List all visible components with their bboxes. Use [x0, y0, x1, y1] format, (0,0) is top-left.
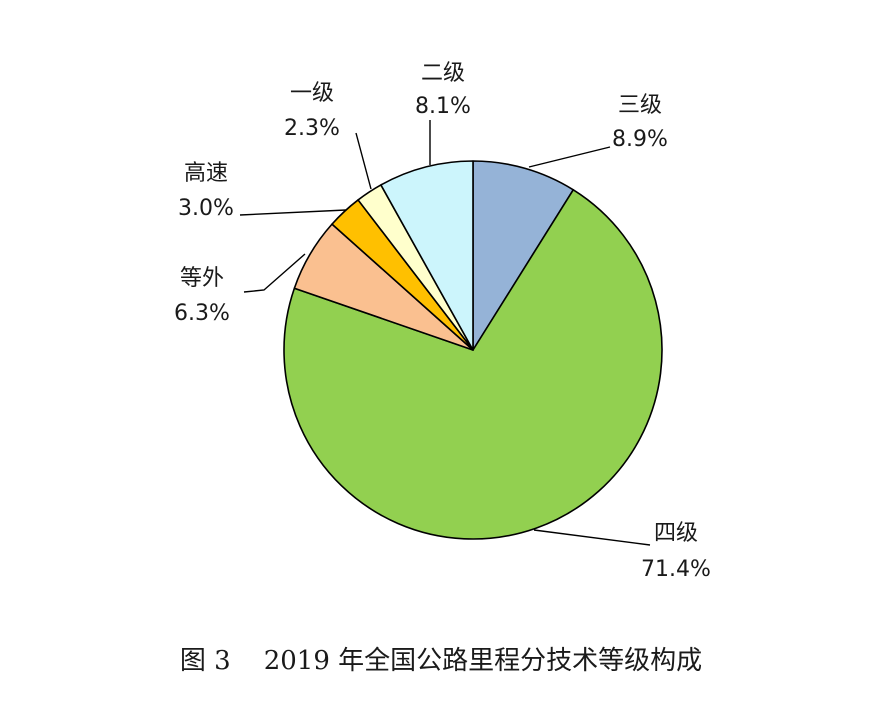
leader-line-4	[239, 209, 347, 216]
slice-value-label-1: 8.9%	[612, 127, 668, 152]
pie-slice-6	[380, 160, 474, 351]
figure-number: 图 3	[179, 646, 231, 676]
slice-name-label-5: 一级	[290, 81, 334, 106]
caption-gap	[231, 646, 264, 676]
slice-name-label-1: 三级	[618, 93, 662, 118]
slice-value-label-6: 8.1%	[415, 94, 471, 119]
slice-name-label-6: 二级	[421, 61, 465, 86]
leader-line-5	[355, 132, 372, 190]
figure-caption: 图 3 2019 年全国公路里程分技术等级构成	[0, 640, 882, 677]
slice-value-label-2: 71.4%	[641, 557, 711, 582]
slice-value-label-3: 6.3%	[174, 301, 230, 326]
slice-name-label-4: 高速	[184, 161, 228, 186]
pie-slice-2	[283, 188, 663, 540]
leader-line-1	[528, 146, 611, 168]
leader-line-2	[533, 529, 651, 546]
leader-line-3	[243, 253, 306, 293]
caption-text: 2019 年全国公路里程分技术等级构成	[263, 646, 703, 676]
slice-value-label-4: 3.0%	[178, 196, 234, 221]
pie-slice-1	[472, 160, 575, 351]
slice-name-label-3: 等外	[180, 266, 224, 291]
slice-name-label-2: 四级	[654, 521, 698, 546]
slice-value-label-5: 2.3%	[284, 116, 340, 141]
